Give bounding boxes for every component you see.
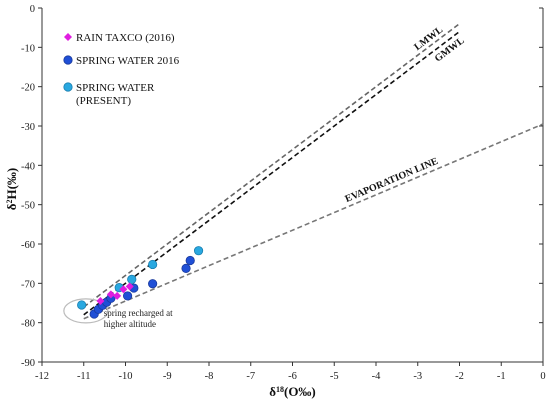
data-points	[77, 246, 204, 319]
x-tick-label: -9	[163, 371, 172, 382]
y-axis-label: δ2H(‰)	[4, 168, 19, 211]
y-tick-label: -70	[21, 279, 35, 290]
point-rain-taxco-2016-	[119, 285, 128, 294]
label-evaporation-line: EVAPORATION LINE	[344, 156, 441, 205]
annotation-text: higher altitude	[104, 319, 156, 329]
x-tick-label: -1	[497, 371, 506, 382]
x-tick-label: 0	[540, 371, 545, 382]
annotation-ellipse	[63, 298, 109, 324]
point-spring-water	[77, 300, 87, 310]
axis-labels: δ18(O‰) δ2H(‰)	[4, 168, 316, 399]
legend-label: (PRESENT)	[76, 95, 131, 107]
point-spring-water-2016	[122, 291, 133, 301]
x-tick-label: -7	[246, 371, 255, 382]
x-tick-label: -3	[413, 371, 422, 382]
point-rain-taxco-2016-	[113, 291, 122, 300]
line-lmwl	[83, 23, 460, 308]
x-tick-label: -10	[119, 371, 133, 382]
x-tick-label: -8	[205, 371, 214, 382]
point-rain-taxco-2016-	[106, 290, 115, 299]
legend-marker	[64, 33, 72, 41]
point-spring-water-2016	[185, 255, 195, 266]
x-tick-label: -2	[455, 371, 464, 382]
y-tick-label: 0	[30, 4, 35, 15]
legend-marker	[63, 82, 73, 92]
legend: RAIN TAXCO (2016) SPRING WATER 2016 SPRING…	[63, 32, 180, 107]
x-tick-label: -6	[288, 371, 297, 382]
y-tick-label: -80	[21, 319, 35, 330]
point-spring-water	[148, 259, 158, 270]
x-axis-label: δ18(O‰)	[269, 384, 316, 399]
y-tick-label: -50	[21, 201, 35, 212]
point-rain-taxco-2016-	[125, 282, 134, 291]
point-spring-water	[127, 274, 137, 284]
x-tick-label: -5	[330, 371, 339, 382]
x-tick-label: -12	[35, 371, 49, 382]
point-rain-taxco-2016-	[96, 297, 105, 306]
x-tick-label: -11	[77, 371, 91, 382]
y-tick-label: -60	[21, 240, 35, 251]
tick-labels: -12 -11 -10 -9 -8 -7 -6 -5 -4 -3 -2 -1 00-10-20-30-4…	[21, 4, 546, 382]
y-tick-label: -30	[21, 122, 35, 133]
point-spring-water	[193, 246, 204, 256]
y-tick-label: -10	[21, 43, 35, 54]
legend-marker	[63, 55, 73, 65]
x-tick-label: -4	[372, 371, 381, 382]
legend-label: RAIN TAXCO (2016)	[76, 32, 175, 44]
y-tick-label: -20	[21, 83, 35, 94]
point-spring-water-2016	[148, 279, 158, 289]
annotation-text: spring recharged at	[104, 308, 173, 318]
y-tick-label: -90	[21, 358, 35, 369]
legend-label: SPRING WATER 2016	[76, 55, 180, 67]
line-gmwl	[83, 30, 460, 316]
legend-label: SPRING WATER	[76, 82, 155, 94]
y-tick-label: -40	[21, 161, 35, 172]
point-spring-water-2016	[181, 263, 191, 273]
line-evaporation-line	[83, 123, 544, 320]
